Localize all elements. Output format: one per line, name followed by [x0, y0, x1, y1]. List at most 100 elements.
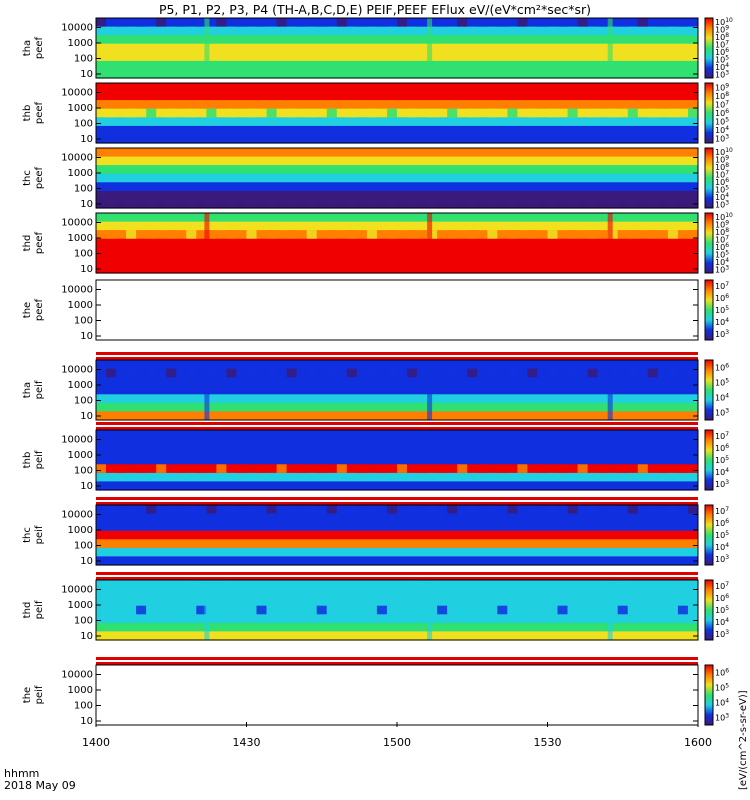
heat-cell — [507, 108, 518, 118]
panel-label-product: peif — [34, 450, 45, 469]
colorbar-tick-label: 105 — [715, 378, 729, 388]
heat-cell — [166, 108, 177, 118]
heat-cell — [206, 505, 217, 514]
colorbar-tick-label: 107 — [715, 169, 729, 179]
heat-band — [96, 43, 698, 53]
y-tick-label: 10000 — [61, 218, 93, 229]
heat-cell — [366, 368, 377, 378]
heat-cell — [557, 18, 568, 27]
heat-band — [96, 238, 698, 248]
heat-cell — [346, 230, 357, 239]
heat-cell — [477, 199, 488, 208]
heat-cell — [316, 199, 327, 208]
heat-cell — [226, 368, 237, 378]
heat-cell — [266, 108, 277, 118]
colorbar-tick-label: 106 — [715, 293, 729, 303]
heat-spike — [204, 360, 210, 420]
y-tick-label: 100 — [74, 119, 93, 130]
colorbar-tick-label: 1010 — [715, 147, 733, 157]
heat-cell — [266, 505, 277, 514]
panel-frame — [95, 579, 699, 641]
colorbar-tick-label: 106 — [715, 593, 729, 603]
heat-band — [96, 69, 698, 79]
colorbar-tick-label: 106 — [715, 443, 729, 453]
heat-band — [96, 148, 698, 158]
date-label: 2018 May 09 — [4, 779, 76, 792]
heat-cell — [677, 464, 688, 473]
colorbar-tick-label: 105 — [715, 455, 729, 465]
heat-cell — [657, 605, 668, 615]
heat-cell — [376, 464, 387, 473]
heat-cell — [467, 505, 478, 514]
y-tick-label: 10 — [80, 134, 93, 145]
colorbar-tick-label: 103 — [715, 69, 729, 79]
heat-band — [96, 117, 698, 127]
colorbar-tick-label: 106 — [715, 47, 729, 57]
heat-cell — [176, 464, 187, 473]
colorbar-tick-label: 107 — [715, 431, 729, 441]
heat-cell — [196, 605, 207, 615]
heat-spike — [427, 18, 433, 78]
heat-cell — [537, 199, 548, 208]
heat-cell — [106, 230, 116, 239]
heat-cell — [336, 199, 347, 208]
heat-cell — [387, 505, 397, 514]
heat-cell — [316, 464, 327, 473]
fill-stripe — [96, 422, 698, 425]
y-tick-label: 100 — [74, 249, 93, 260]
heat-cell — [657, 464, 668, 473]
panel-label-probe: thc — [22, 170, 33, 186]
heat-cell — [116, 18, 127, 27]
y-tick-label: 10000 — [61, 585, 93, 596]
heat-cell — [567, 230, 578, 239]
heat-cell — [176, 199, 187, 208]
y-tick-label: 100 — [74, 316, 93, 327]
heat-cell — [216, 199, 227, 208]
colorbar — [704, 82, 714, 144]
colorbar-tick-label: 103 — [715, 479, 729, 489]
heat-cell — [407, 108, 417, 118]
colorbar-tick-label: 1010 — [715, 17, 733, 27]
colorbar-tick-label: 104 — [715, 467, 729, 477]
colorbar-tick-label: 108 — [715, 91, 729, 101]
panel-label-probe: thd — [22, 235, 33, 252]
y-tick-label: 10 — [80, 199, 93, 210]
heat-cell — [507, 505, 518, 514]
heat-cell — [286, 368, 297, 378]
heat-cell — [417, 18, 428, 27]
heat-band — [96, 190, 698, 201]
heat-band — [96, 91, 698, 101]
heat-cell — [96, 464, 106, 473]
heat-band — [96, 255, 698, 266]
heat-cell — [527, 108, 538, 118]
colorbar-unit-label: [eV/(cm^2-s-sr-eV)] — [738, 690, 749, 790]
heat-cell — [688, 368, 698, 378]
colorbar — [704, 429, 714, 491]
panel-frame — [95, 504, 699, 566]
heat-cell — [186, 230, 197, 239]
heat-band — [96, 539, 698, 549]
heat-band — [96, 213, 698, 223]
heat-cell — [226, 230, 237, 239]
heat-cell — [537, 18, 548, 27]
heat-cell — [326, 230, 337, 239]
heat-cell — [116, 199, 127, 208]
y-tick-label: 10 — [80, 411, 93, 422]
panel-label-product: peif — [34, 600, 45, 619]
panel-frame — [95, 17, 699, 79]
y-tick-label: 1000 — [68, 233, 93, 244]
y-tick-label: 1000 — [68, 380, 93, 391]
colorbar-tick-label: 103 — [715, 629, 729, 639]
panel-label-product: peif — [34, 380, 45, 399]
heat-cell — [617, 18, 628, 27]
heat-spike — [607, 580, 613, 640]
colorbar-tick-label: 107 — [715, 99, 729, 109]
heat-cell — [647, 230, 658, 239]
heat-cell — [587, 505, 598, 514]
x-tick-label: 1400 — [82, 736, 110, 749]
heat-cell — [356, 605, 367, 615]
heat-cell — [286, 230, 297, 239]
heat-spike — [427, 580, 433, 640]
heat-cell — [106, 368, 116, 378]
